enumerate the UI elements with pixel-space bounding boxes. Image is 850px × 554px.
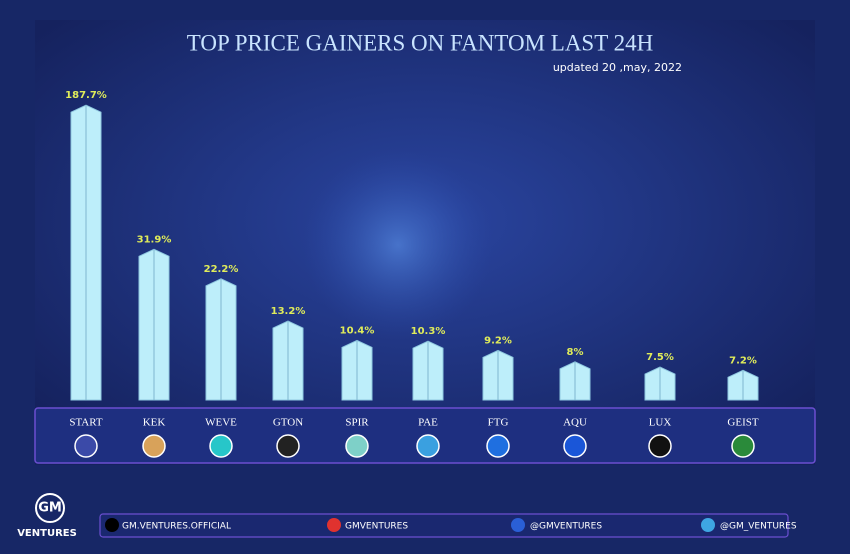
value-label: 22.2%: [204, 264, 239, 275]
logo-ring: [35, 493, 65, 523]
tiktok-icon: [105, 518, 119, 532]
footer-youtube: GMVENTURES: [345, 522, 408, 532]
brand-name: VENTURES: [17, 528, 77, 539]
category-label: PAE: [418, 417, 438, 429]
footer-tiktok: GM.VENTURES.OFFICIAL: [122, 522, 231, 532]
category-label: AQU: [563, 417, 587, 429]
value-label: 187.7%: [65, 90, 107, 101]
category-label: WEVE: [205, 417, 237, 429]
category-label: KEK: [143, 417, 166, 429]
token-icon: [731, 434, 755, 458]
value-label: 31.9%: [137, 234, 172, 245]
plot: 187.7% START 31.9% KEK 22.2% WEVE 13.2% GTON 10.…: [65, 90, 759, 458]
chart-subtitle: updated 20 ,may, 2022: [553, 61, 682, 74]
value-label: 13.2%: [271, 306, 306, 317]
telegram-icon: [701, 518, 715, 532]
token-icon: [563, 434, 587, 458]
footer-telegram: @GM_VENTURES: [720, 522, 797, 532]
token-icon: [416, 434, 440, 458]
value-label: 7.5%: [646, 352, 674, 363]
value-label: 7.2%: [729, 355, 757, 366]
token-icon: [648, 434, 672, 458]
value-label: 9.2%: [484, 335, 512, 346]
value-label: 8%: [567, 347, 584, 358]
token-icon: [345, 434, 369, 458]
fantom-glow: [303, 150, 493, 340]
token-icon: [276, 434, 300, 458]
logo-text: GM: [38, 501, 62, 516]
youtube-icon: [327, 518, 341, 532]
category-label: START: [69, 417, 103, 429]
category-label: GEIST: [727, 417, 758, 429]
value-label: 10.4%: [340, 325, 375, 336]
facebook-icon: [511, 518, 525, 532]
chart-title: TOP PRICE GAINERS ON FANTOM LAST 24H: [187, 30, 653, 55]
token-icon: [486, 434, 510, 458]
footer-facebook: @GMVENTURES: [530, 522, 602, 532]
footer-bar: [99, 513, 789, 538]
category-label: LUX: [649, 417, 672, 429]
token-icon: [74, 434, 98, 458]
category-label: GTON: [273, 417, 303, 429]
category-label: FTG: [488, 417, 509, 429]
token-icon: [209, 434, 233, 458]
value-label: 10.3%: [411, 326, 446, 337]
token-icon: [142, 434, 166, 458]
category-label: SPIR: [345, 417, 369, 429]
